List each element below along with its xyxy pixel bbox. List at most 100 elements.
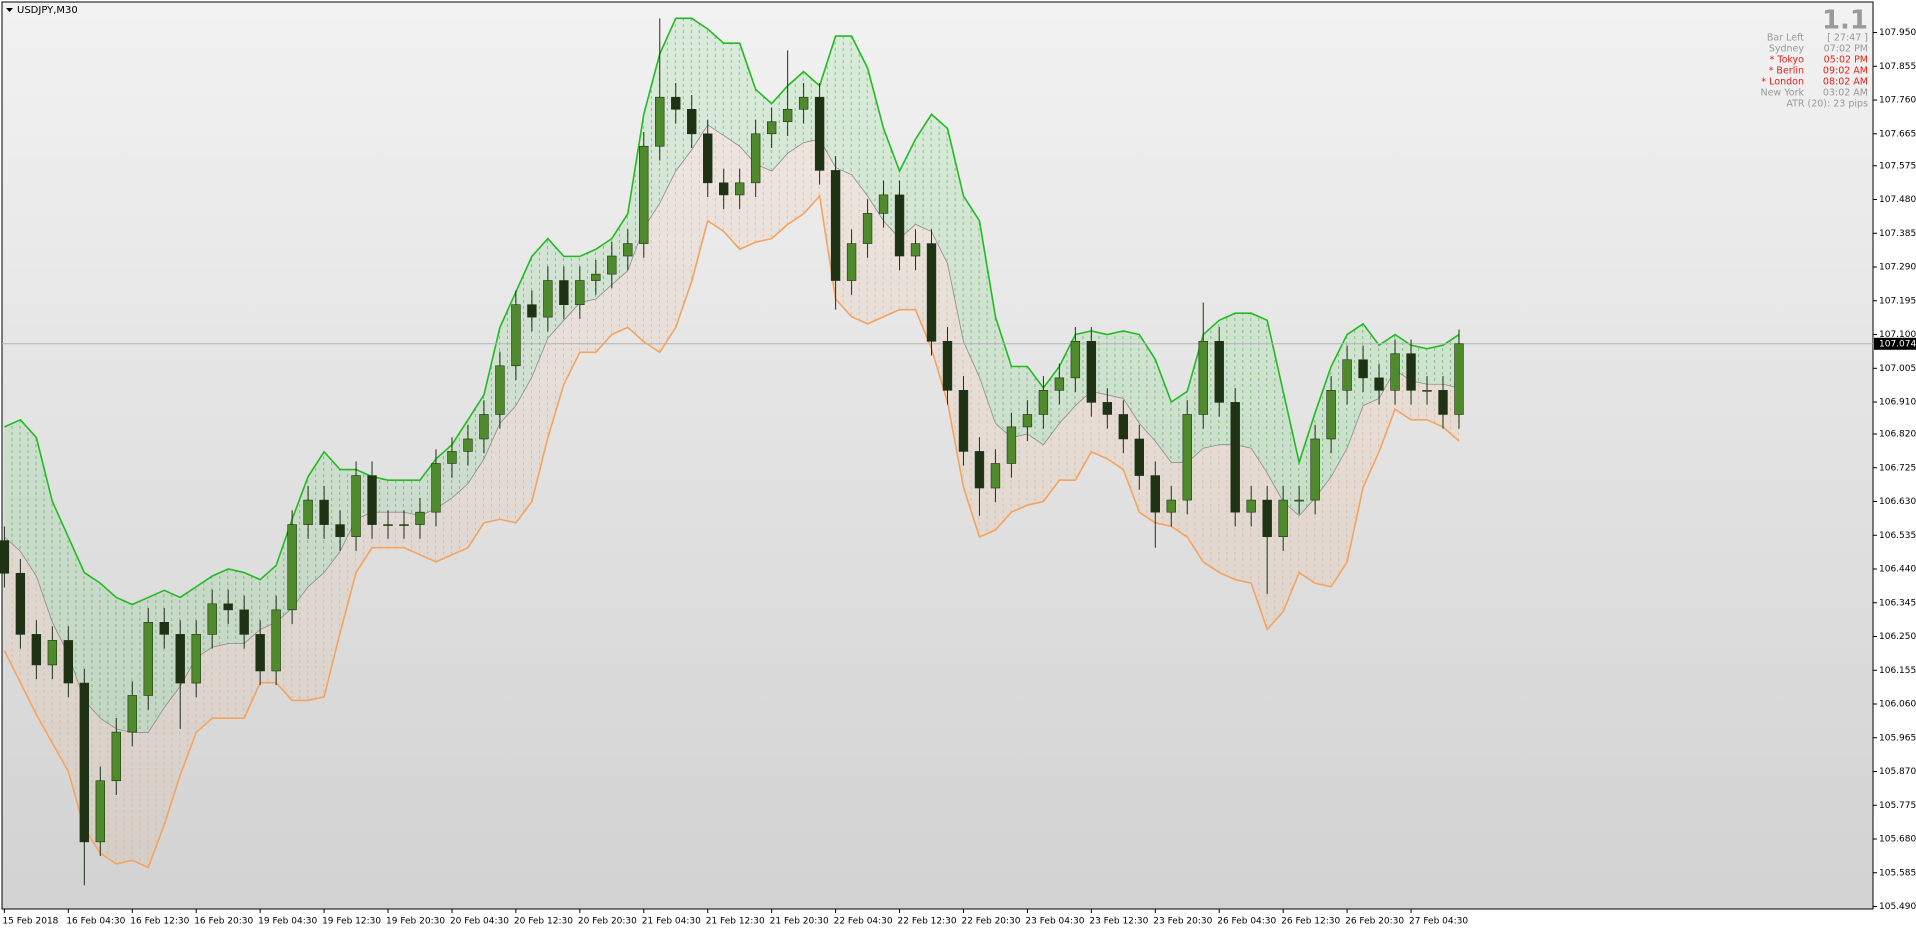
- candle-body: [926, 243, 937, 342]
- candle-body: [287, 524, 297, 611]
- candle-body: [31, 634, 42, 666]
- panel-row-label: Sydney: [1769, 44, 1805, 55]
- candle-body: [591, 273, 601, 281]
- candle-body: [703, 133, 713, 184]
- candle-body: [1182, 414, 1192, 501]
- y-tick-label: 107.100: [1879, 330, 1916, 340]
- candle-body: [607, 255, 617, 275]
- candle-body: [271, 609, 281, 672]
- panel-row-label: New York: [1760, 88, 1804, 99]
- candle-body: [1166, 499, 1176, 513]
- candle-body: [990, 463, 1001, 489]
- candle-body: [143, 621, 153, 696]
- y-tick-label: 107.005: [1879, 364, 1916, 374]
- candle-body: [351, 475, 361, 537]
- y-tick-label: 106.060: [1879, 700, 1916, 710]
- candle-body: [1294, 499, 1304, 502]
- y-tick-label: 107.760: [1879, 96, 1916, 106]
- y-tick-label: 105.680: [1879, 835, 1916, 845]
- candle-body: [1422, 390, 1432, 392]
- candle-body: [1118, 414, 1129, 440]
- candle-body: [79, 682, 90, 843]
- y-tick-label: 106.535: [1879, 531, 1916, 541]
- band-line: [4, 17, 1460, 606]
- y-tick-label: 105.965: [1879, 733, 1916, 743]
- candle-body: [159, 621, 169, 635]
- band-fill: [4, 124, 1459, 868]
- candle-body: [1438, 390, 1448, 415]
- x-tick-label: 19 Feb 12:30: [322, 917, 381, 927]
- candle-body: [1086, 340, 1097, 403]
- x-tick-label: 19 Feb 20:30: [386, 917, 445, 927]
- candle-body: [255, 634, 265, 672]
- candle-body: [798, 96, 809, 110]
- y-tick-label: 106.725: [1879, 463, 1916, 473]
- x-tick-label: 23 Feb 04:30: [1025, 917, 1084, 927]
- y-tick-label: 106.440: [1879, 565, 1916, 575]
- candle-body: [495, 365, 505, 415]
- x-tick-label: 22 Feb 20:30: [961, 917, 1020, 927]
- candle-body: [223, 603, 233, 611]
- candle-body: [431, 463, 441, 513]
- candle-body: [191, 634, 201, 684]
- candle-body: [1006, 426, 1017, 464]
- panel-row-label: * London: [1761, 77, 1804, 88]
- candle-body: [766, 121, 777, 135]
- panel-row-value: 08:02 AM: [1823, 77, 1868, 88]
- candle-body: [1230, 402, 1240, 513]
- candle-body: [367, 475, 377, 525]
- panel-row-value: 03:02 AM: [1823, 88, 1868, 99]
- candle-body: [1374, 377, 1384, 391]
- candle-body: [958, 390, 969, 452]
- candle-body: [1038, 390, 1049, 415]
- x-tick-label: 21 Feb 04:30: [642, 917, 701, 927]
- candle-body: [335, 524, 345, 537]
- y-tick-label: 106.910: [1879, 398, 1916, 408]
- candle-body: [1054, 377, 1065, 391]
- menu-arrow[interactable]: [6, 8, 13, 12]
- candle-body: [671, 96, 681, 110]
- y-tick-label: 107.290: [1879, 263, 1916, 273]
- candle-body: [1326, 390, 1336, 440]
- candle-body: [750, 133, 761, 184]
- panel-row-value: 07:02 PM: [1824, 44, 1868, 55]
- x-tick-label: 15 Feb 2018: [2, 917, 58, 927]
- candle-body: [319, 499, 329, 525]
- x-tick-label: 16 Feb 04:30: [66, 917, 125, 927]
- x-tick-label: 21 Feb 12:30: [706, 917, 765, 927]
- y-tick-label: 106.820: [1879, 430, 1916, 440]
- candle-body: [479, 414, 489, 440]
- candle-body: [303, 499, 313, 525]
- candle-body: [782, 108, 793, 123]
- x-tick-label: 23 Feb 20:30: [1153, 917, 1212, 927]
- x-tick-label: 22 Feb 12:30: [898, 917, 957, 927]
- candle-body: [974, 451, 985, 489]
- band-line: [3, 194, 1460, 869]
- candle-body: [1102, 402, 1113, 415]
- y-tick-label: 106.250: [1879, 632, 1916, 642]
- candle-body: [63, 640, 74, 684]
- candle-body: [655, 96, 665, 147]
- y-tick-label: 106.630: [1879, 497, 1916, 507]
- x-tick-label: 27 Feb 04:30: [1409, 917, 1468, 927]
- candle-body: [1406, 353, 1416, 391]
- candle-body: [207, 603, 217, 635]
- x-tick-label: 26 Feb 12:30: [1281, 917, 1340, 927]
- candle-body: [527, 304, 537, 318]
- y-tick-label: 105.585: [1879, 868, 1916, 878]
- panel-row-label: * Berlin: [1769, 66, 1804, 77]
- y-tick-label: 107.855: [1879, 62, 1916, 72]
- panel-row-label: Bar Left: [1767, 33, 1804, 44]
- candle-body: [1198, 340, 1208, 415]
- x-tick-label: 16 Feb 12:30: [130, 917, 189, 927]
- candle-body: [447, 451, 457, 464]
- candle-body: [814, 96, 825, 171]
- panel-row-value: 09:02 AM: [1823, 66, 1868, 77]
- panel-big-value: 1.1: [1822, 6, 1868, 36]
- y-tick-label: 107.480: [1879, 195, 1916, 205]
- candle-body: [1454, 343, 1464, 415]
- candle-body: [415, 511, 425, 525]
- candle-body: [878, 194, 889, 214]
- x-tick-label: 26 Feb 04:30: [1217, 917, 1276, 927]
